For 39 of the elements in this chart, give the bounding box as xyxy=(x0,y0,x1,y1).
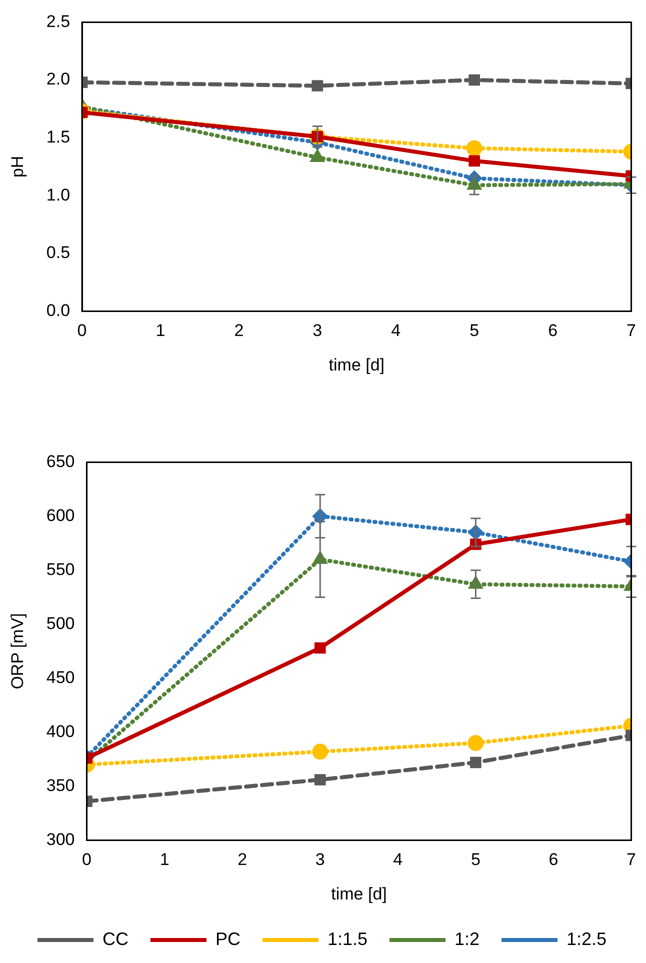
x-tick-label: 0 xyxy=(82,850,92,870)
x-tick-label: 3 xyxy=(315,850,325,870)
y-tick-label: 650 xyxy=(46,452,75,471)
x-tick-label: 4 xyxy=(393,850,403,870)
x-tick-label: 5 xyxy=(470,850,480,870)
x-tick-label: 1 xyxy=(156,321,166,340)
legend-label: 1:2 xyxy=(454,928,480,949)
legend-label: PC xyxy=(215,928,240,949)
x-axis-title: time [d] xyxy=(331,884,387,904)
x-tick-label: 5 xyxy=(470,321,480,340)
legend-label: CC xyxy=(102,928,128,949)
y-tick-label: 300 xyxy=(46,830,75,849)
y-tick-label: 450 xyxy=(46,668,75,687)
x-tick-label: 4 xyxy=(391,321,401,340)
x-tick-label: 2 xyxy=(234,321,244,340)
legend-label: 1:2.5 xyxy=(566,928,607,949)
x-axis-title: time [d] xyxy=(328,355,385,374)
y-tick-label: 1.5 xyxy=(46,127,70,146)
x-tick-label: 3 xyxy=(312,321,322,340)
y-tick-label: 400 xyxy=(46,722,75,741)
x-tick-label: 7 xyxy=(626,850,636,870)
x-tick-label: 6 xyxy=(548,850,558,870)
y-axis-title: pH xyxy=(8,156,27,178)
y-axis-title: ORP [mV] xyxy=(8,613,27,690)
y-tick-label: 2.0 xyxy=(46,70,70,89)
x-tick-label: 0 xyxy=(77,321,87,340)
x-tick-label: 2 xyxy=(238,850,248,870)
y-tick-label: 550 xyxy=(46,560,75,579)
y-tick-label: 2.5 xyxy=(46,12,70,31)
y-tick-label: 0.0 xyxy=(46,300,70,320)
y-tick-label: 600 xyxy=(46,506,75,525)
legend-label: 1:1.5 xyxy=(327,928,368,949)
x-tick-label: 6 xyxy=(548,321,558,340)
x-tick-label: 1 xyxy=(160,850,170,870)
y-tick-label: 350 xyxy=(46,776,75,795)
y-tick-label: 0.5 xyxy=(46,243,70,262)
x-tick-label: 7 xyxy=(626,321,636,340)
y-tick-label: 1.0 xyxy=(46,185,70,204)
y-tick-label: 500 xyxy=(46,614,75,633)
